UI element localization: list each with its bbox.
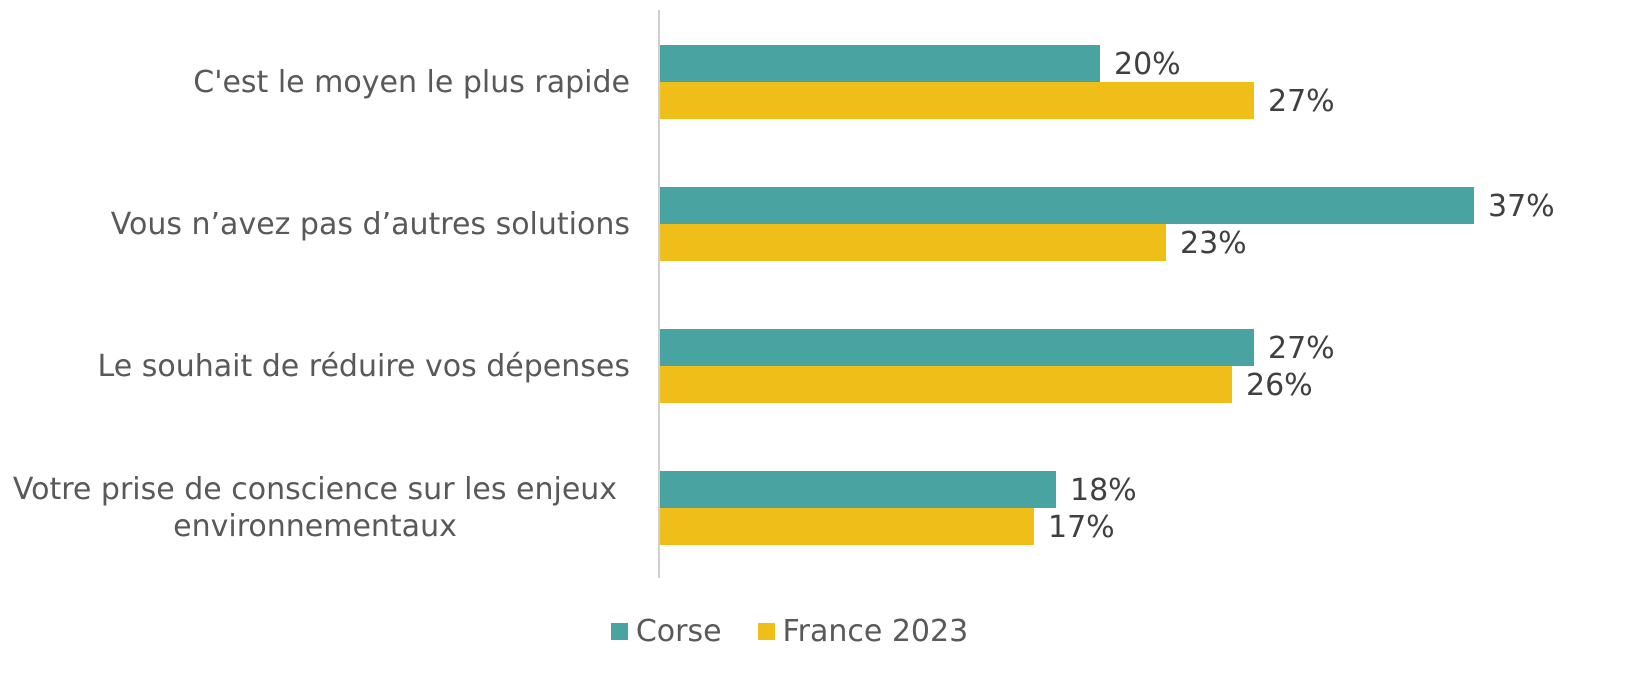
bar — [660, 329, 1254, 366]
category-label-box: Le souhait de réduire vos dépenses — [98, 316, 630, 416]
legend-swatch — [610, 623, 628, 640]
value-label: 27% — [1268, 331, 1335, 366]
category-label: Votre prise de conscience sur les enjeux… — [12, 472, 618, 544]
legend-swatch — [757, 623, 775, 640]
value-label: 17% — [1048, 510, 1115, 545]
category-label-box: C'est le moyen le plus rapide — [193, 32, 630, 132]
category-label: C'est le moyen le plus rapide — [193, 64, 630, 100]
value-label: 27% — [1268, 84, 1335, 119]
bar — [660, 187, 1474, 224]
bar — [660, 366, 1232, 403]
legend-label: France 2023 — [782, 614, 969, 649]
legend: Corse France 2023 — [0, 614, 1579, 649]
bar — [660, 471, 1056, 508]
bar — [660, 82, 1254, 119]
category-label: Le souhait de réduire vos dépenses — [97, 348, 630, 384]
legend-label: Corse — [635, 614, 722, 649]
category-label-box: Vous n’avez pas d’autres solutions — [111, 174, 630, 274]
value-label: 23% — [1180, 226, 1247, 261]
bar — [660, 508, 1034, 545]
category-label: Vous n’avez pas d’autres solutions — [110, 206, 630, 242]
bar — [660, 45, 1100, 82]
value-label: 37% — [1488, 189, 1555, 224]
value-label: 18% — [1070, 473, 1137, 508]
bar — [660, 224, 1166, 261]
legend-item: France 2023 — [757, 614, 969, 649]
value-label: 20% — [1114, 47, 1181, 82]
legend-item: Corse — [610, 614, 722, 649]
category-label-box: Votre prise de conscience sur les enjeux… — [0, 458, 630, 558]
value-label: 26% — [1246, 368, 1313, 403]
